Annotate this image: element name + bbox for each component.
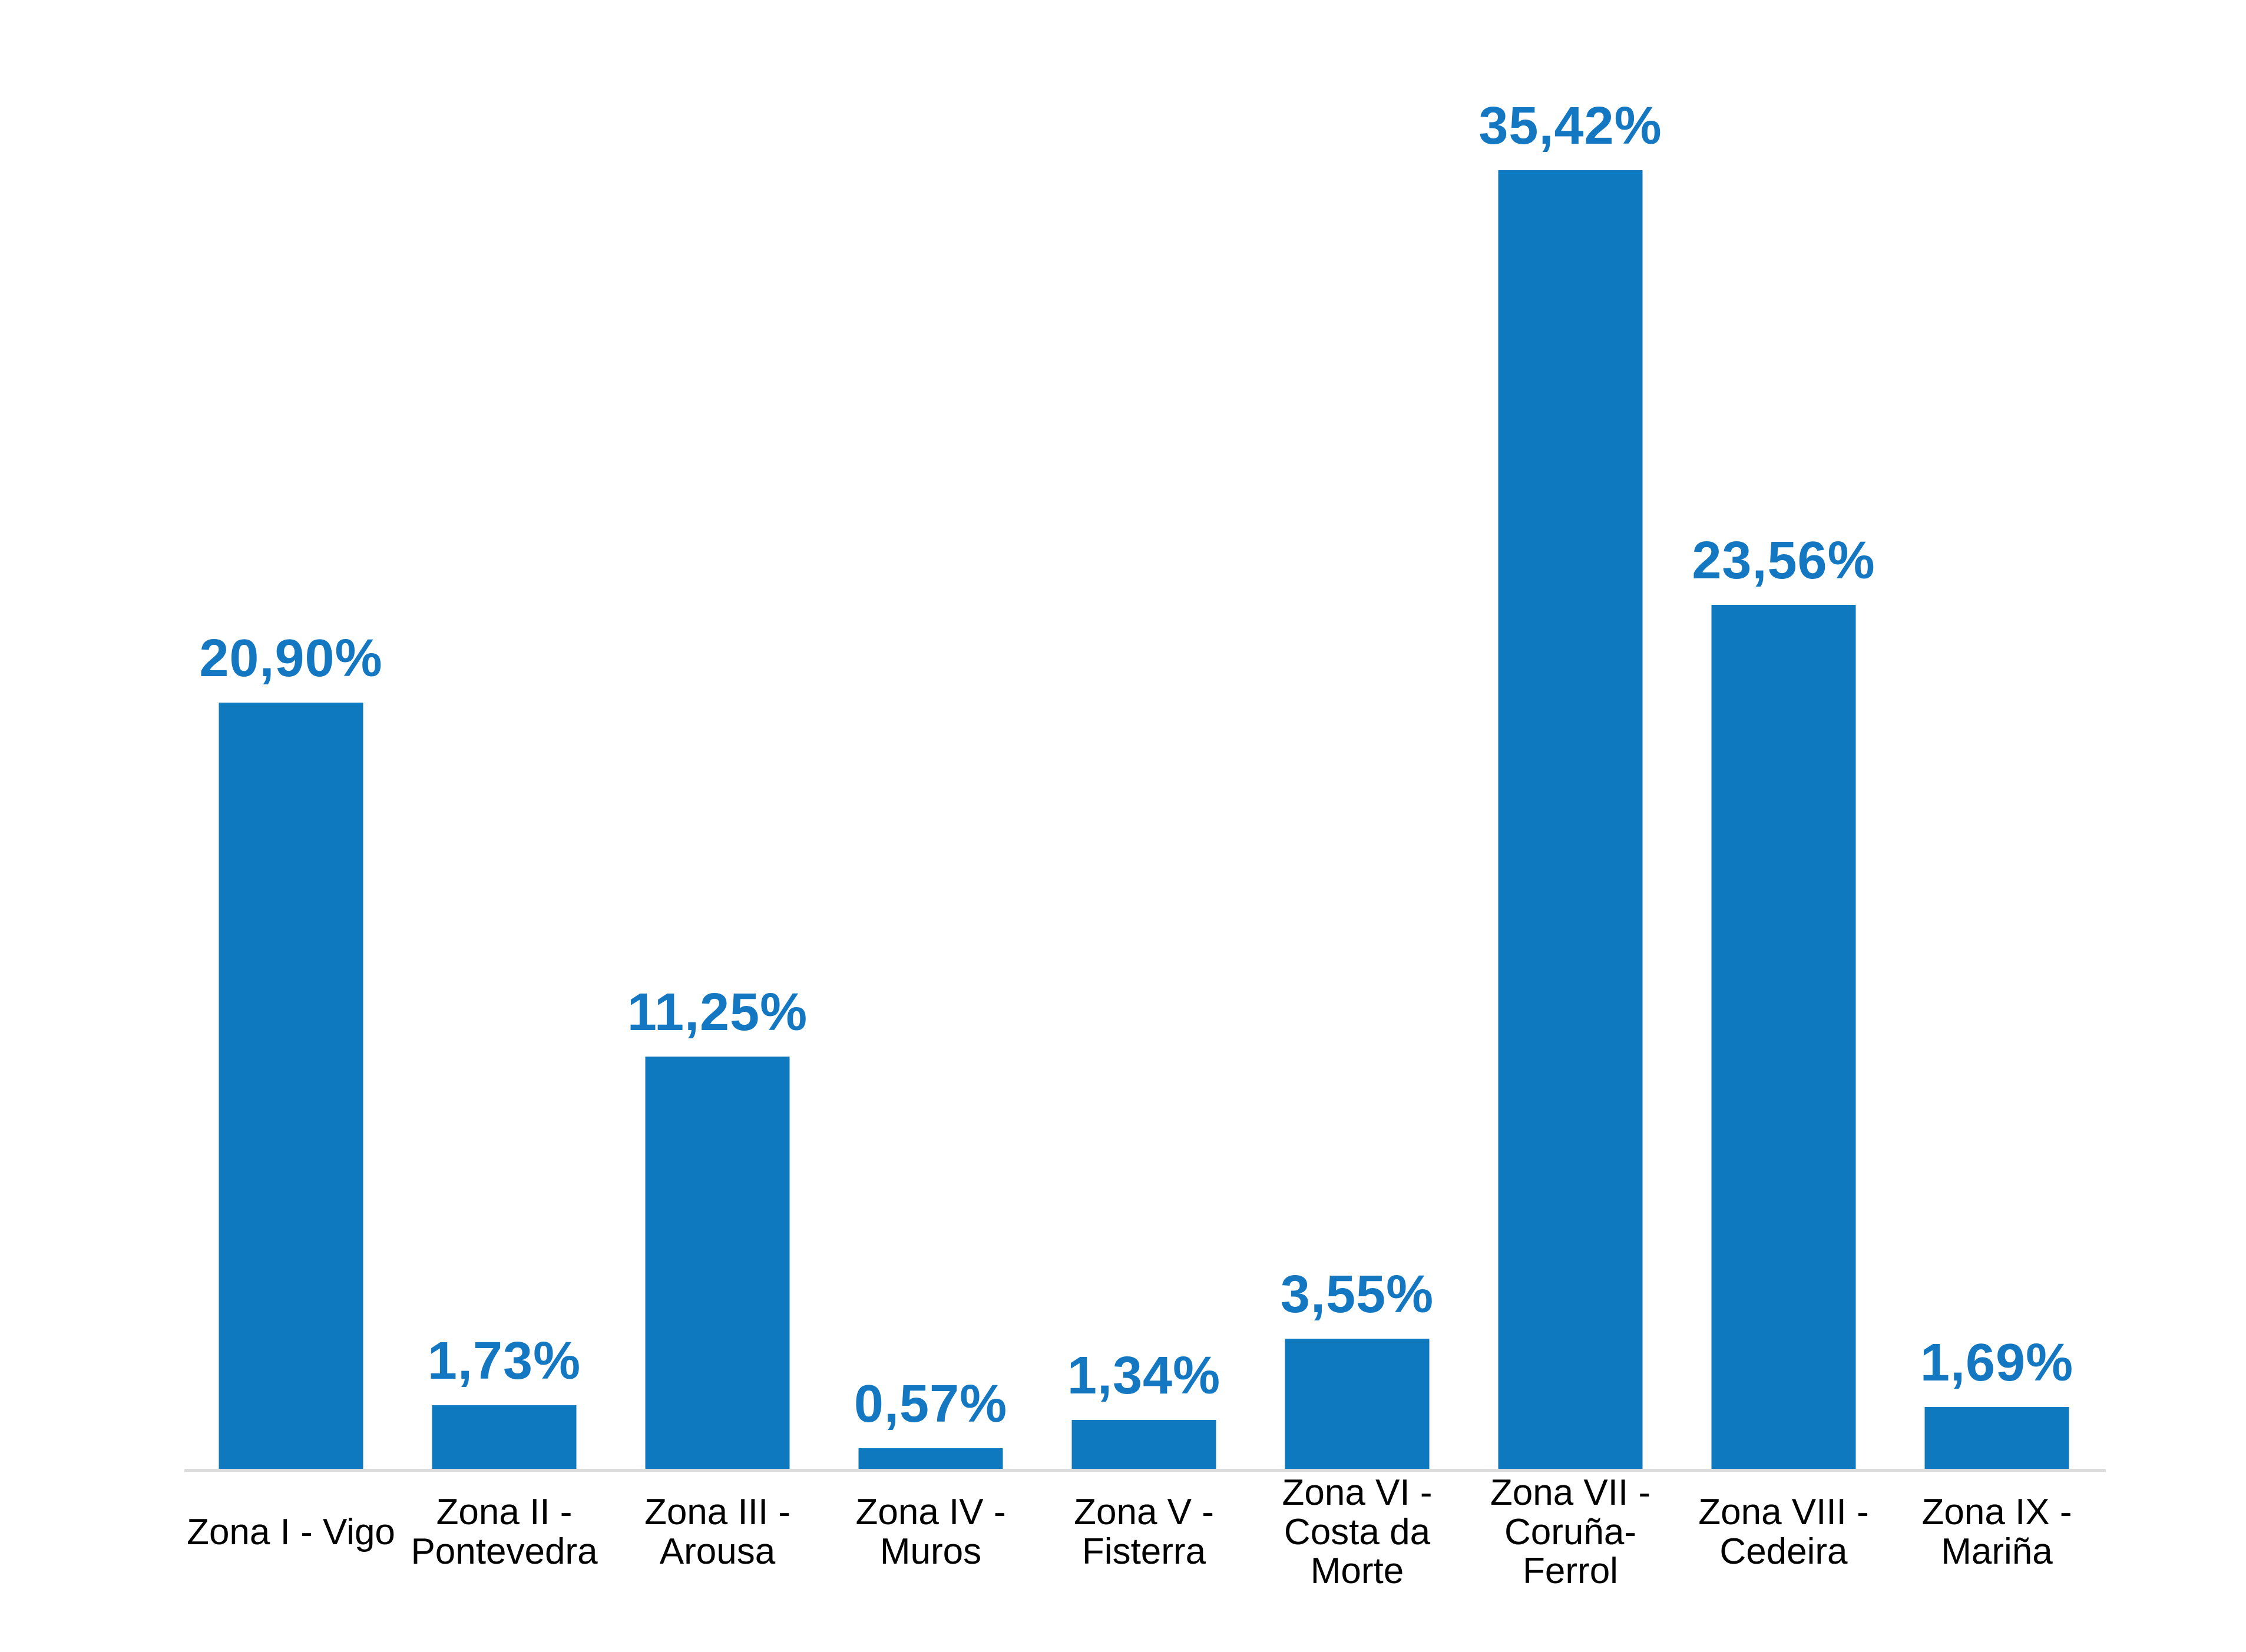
x-axis-line bbox=[184, 1469, 2106, 1472]
bar bbox=[1711, 605, 1856, 1469]
category-label: Zona VII - Coruña- Ferrol bbox=[1490, 1472, 1651, 1592]
bar bbox=[1924, 1407, 2069, 1469]
bar-value-label: 1,34% bbox=[1067, 1346, 1221, 1405]
category-label: Zona V - Fisterra bbox=[1074, 1492, 1214, 1572]
category-label: Zona I - Vigo bbox=[187, 1511, 395, 1552]
bar bbox=[645, 1057, 790, 1469]
category-label: Zona IX - Mariña bbox=[1921, 1492, 2072, 1572]
category-label: Zona II - Pontevedra bbox=[411, 1492, 598, 1572]
bar bbox=[1071, 1420, 1216, 1469]
bar bbox=[858, 1448, 1003, 1469]
bar-value-label: 1,73% bbox=[427, 1332, 581, 1391]
category-label: Zona IV - Muros bbox=[855, 1492, 1006, 1572]
bar-value-label: 23,56% bbox=[1692, 531, 1875, 590]
bar-value-label: 35,42% bbox=[1478, 97, 1662, 155]
bar-value-label: 1,69% bbox=[1920, 1333, 2074, 1392]
bar bbox=[1498, 170, 1643, 1469]
bar-value-label: 3,55% bbox=[1280, 1265, 1434, 1324]
bar bbox=[219, 703, 363, 1469]
category-label: Zona III - Arousa bbox=[644, 1492, 791, 1572]
bar-value-label: 20,90% bbox=[199, 629, 383, 688]
bar-value-label: 0,57% bbox=[854, 1375, 1008, 1434]
bar-value-label: 11,25% bbox=[627, 983, 808, 1042]
bar bbox=[432, 1405, 577, 1469]
category-label: Zona VIII - Cedeira bbox=[1698, 1492, 1869, 1572]
category-label: Zona VI - Costa da Morte bbox=[1282, 1472, 1433, 1592]
bar bbox=[1285, 1339, 1430, 1469]
